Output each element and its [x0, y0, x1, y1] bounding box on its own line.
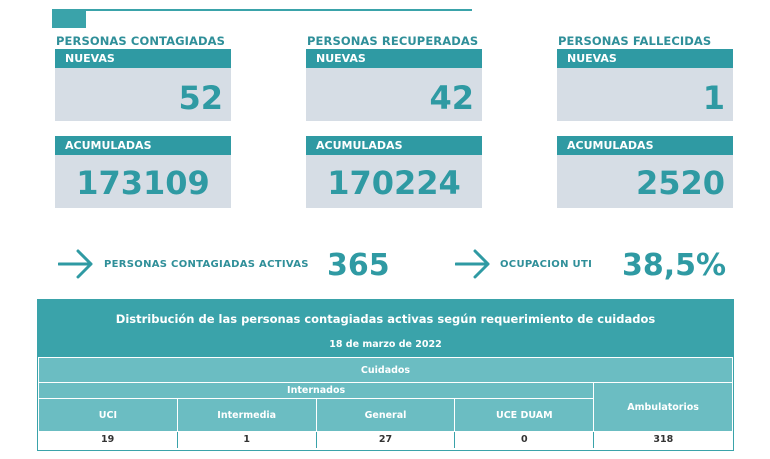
- table-row: 19 1 27 0 318: [38, 431, 733, 448]
- contagiadas-nuevas-value: 52: [178, 79, 223, 117]
- contagiadas-title: PERSONAS CONTAGIADAS: [56, 34, 226, 48]
- arrow-right-icon: [58, 249, 93, 279]
- cell-intermedia: 1: [177, 431, 317, 448]
- activas-label: PERSONAS CONTAGIADAS ACTIVAS: [104, 259, 309, 270]
- table-date: 18 de marzo de 2022: [329, 339, 442, 350]
- cuidados-grid: Cuidados Internados Ambulatorios UCI Int…: [37, 357, 733, 448]
- table-title: Distribución de las personas contagiadas…: [115, 312, 656, 326]
- uti-label: OCUPACION UTI: [500, 259, 593, 270]
- header-accent-line: [86, 9, 472, 11]
- recuperadas-acumuladas-label: ACUMULADAS: [306, 136, 482, 155]
- fallecidas-nuevas-card: NUEVAS 1: [557, 49, 733, 121]
- fallecidas-acumuladas-label: ACUMULADAS: [557, 136, 733, 155]
- uti-value: 38,5%: [622, 248, 727, 283]
- header-intermedia: Intermedia: [176, 398, 317, 432]
- contagiadas-acumuladas-label: ACUMULADAS: [55, 136, 231, 155]
- cell-uci: 19: [38, 431, 178, 448]
- recuperadas-nuevas-label: NUEVAS: [306, 49, 482, 68]
- fallecidas-acumuladas-card: ACUMULADAS 2520: [557, 136, 733, 208]
- fallecidas-nuevas-value: 1: [702, 79, 725, 117]
- contagiadas-nuevas-card: NUEVAS 52: [55, 49, 231, 121]
- cell-general: 27: [316, 431, 456, 448]
- fallecidas-nuevas-label: NUEVAS: [557, 49, 733, 68]
- header-internados: Internados: [37, 382, 595, 399]
- contagiadas-nuevas-label: NUEVAS: [55, 49, 231, 68]
- header-general: General: [315, 398, 456, 432]
- header-ambulatorios: Ambulatorios: [593, 382, 733, 432]
- fallecidas-title: PERSONAS FALLECIDAS: [558, 34, 712, 48]
- cell-uce-duam: 0: [454, 431, 595, 448]
- header-uce-duam: UCE DUAM: [454, 398, 595, 432]
- recuperadas-acumuladas-card: ACUMULADAS 170224: [306, 136, 482, 208]
- header-uci: UCI: [38, 398, 178, 432]
- arrow-right-icon: [455, 249, 490, 279]
- activas-value: 365: [327, 248, 390, 283]
- contagiadas-acumuladas-value: 173109: [76, 164, 210, 202]
- recuperadas-nuevas-value: 42: [429, 79, 474, 117]
- recuperadas-acumuladas-value: 170224: [327, 164, 461, 202]
- header-accent-block: [52, 9, 86, 28]
- recuperadas-nuevas-card: NUEVAS 42: [306, 49, 482, 121]
- fallecidas-acumuladas-value: 2520: [635, 164, 725, 202]
- recuperadas-title: PERSONAS RECUPERADAS: [307, 34, 479, 48]
- table-caption: Distribución de las personas contagiadas…: [38, 300, 733, 357]
- cuidados-table: Distribución de las personas contagiadas…: [37, 299, 734, 451]
- cell-ambulatorios: 318: [593, 431, 733, 448]
- contagiadas-acumuladas-card: ACUMULADAS 173109: [55, 136, 231, 208]
- header-cuidados: Cuidados: [38, 357, 733, 383]
